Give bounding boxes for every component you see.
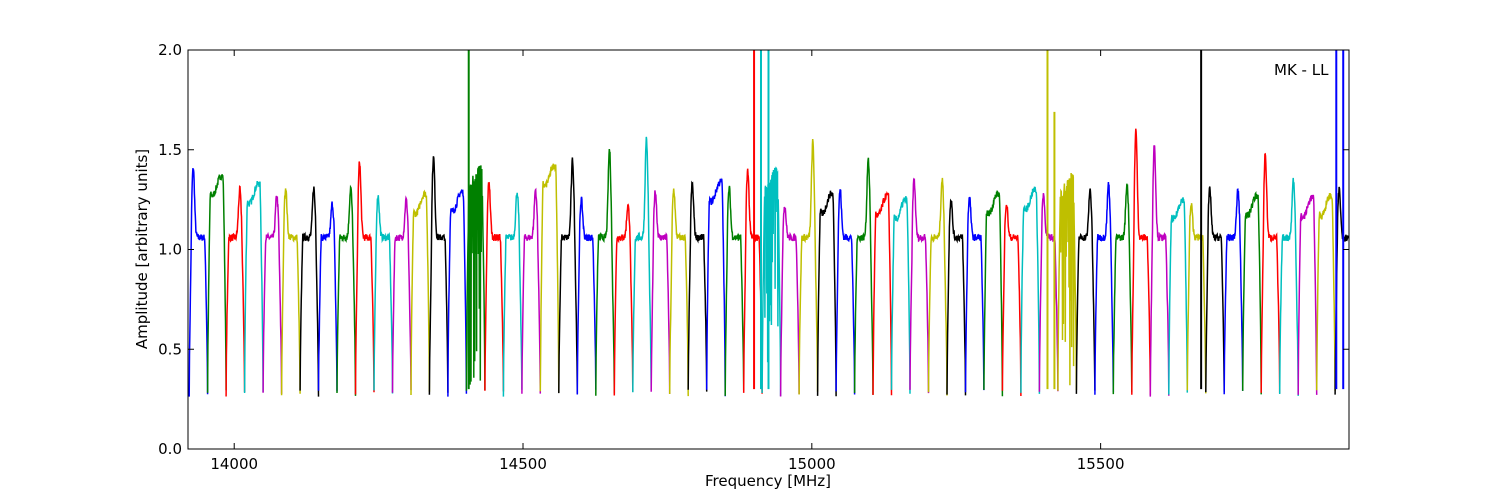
band-line-7 xyxy=(299,186,320,397)
y-tick-label-4: 2.0 xyxy=(158,41,182,59)
x-tick-label-15000: 15000 xyxy=(788,455,836,473)
band-line-51 xyxy=(1112,183,1133,395)
band-line-48 xyxy=(1057,172,1078,391)
band-line-59 xyxy=(1260,152,1281,394)
band-line-61 xyxy=(1297,194,1318,395)
y-tick-label-1: 0.5 xyxy=(158,340,182,358)
x-tick-label-15500: 15500 xyxy=(1077,455,1125,473)
chart-annotation: MK - LL xyxy=(1274,61,1329,79)
band-line-10 xyxy=(354,161,375,395)
band-line-21 xyxy=(558,157,579,394)
band-line-2 xyxy=(206,174,227,393)
band-line-41 xyxy=(927,177,948,396)
band-line-6 xyxy=(280,188,301,396)
band-line-45 xyxy=(1001,204,1022,397)
band-line-55 xyxy=(1186,203,1207,394)
band-line-26 xyxy=(650,190,671,395)
y-tick-label-0: 0.0 xyxy=(158,440,182,458)
band-line-32 xyxy=(761,166,782,397)
band-line-14 xyxy=(428,156,449,395)
band-line-23 xyxy=(595,149,616,396)
band-line-11 xyxy=(373,195,394,394)
band-line-29 xyxy=(705,177,726,397)
band-line-25 xyxy=(632,136,652,393)
band-line-36 xyxy=(835,189,856,395)
band-line-3 xyxy=(225,185,246,397)
x-tick-label-14000: 14000 xyxy=(210,455,258,473)
x-axis-ticks: 14000 14500 15000 15500 xyxy=(210,50,1124,473)
x-axis-label: Frequency [MHz] xyxy=(705,472,831,490)
band-line-53 xyxy=(1149,145,1170,397)
y-axis-label: Amplitude [arbitrary units] xyxy=(133,149,151,349)
band-line-4 xyxy=(243,181,264,394)
band-line-50 xyxy=(1094,181,1115,395)
band-line-43 xyxy=(964,196,985,393)
band-line-30 xyxy=(724,185,745,396)
band-line-35 xyxy=(816,190,837,397)
band-line-63 xyxy=(1334,186,1349,395)
band-line-37 xyxy=(853,157,874,395)
series-layer xyxy=(188,128,1349,397)
band-line-18 xyxy=(502,192,523,397)
band-line-56 xyxy=(1205,186,1225,393)
band-line-13 xyxy=(410,189,431,396)
band-line-62 xyxy=(1315,193,1336,391)
band-line-33 xyxy=(779,206,800,397)
band-line-31 xyxy=(742,168,763,394)
band-line-24 xyxy=(613,203,634,396)
band-line-54 xyxy=(1168,196,1189,395)
band-line-22 xyxy=(576,196,597,395)
band-line-8 xyxy=(317,201,338,392)
band-line-39 xyxy=(890,196,911,394)
band-line-40 xyxy=(909,177,930,394)
band-line-1 xyxy=(188,168,209,397)
band-line-34 xyxy=(798,139,819,395)
spike-layer xyxy=(467,50,1345,390)
y-tick-label-2: 1.0 xyxy=(158,241,182,259)
band-line-28 xyxy=(687,180,708,392)
band-line-20 xyxy=(539,163,560,393)
band-line-27 xyxy=(668,188,689,397)
band-line-52 xyxy=(1131,128,1152,396)
band-line-15 xyxy=(447,188,468,397)
y-axis-ticks: 0.0 0.5 1.0 1.5 2.0 xyxy=(158,41,1349,458)
band-line-58 xyxy=(1241,191,1262,395)
band-line-57 xyxy=(1223,188,1244,395)
band-line-60 xyxy=(1278,177,1299,396)
band-line-5 xyxy=(262,195,283,394)
band-line-9 xyxy=(336,184,357,396)
band-line-42 xyxy=(946,198,967,396)
band-line-17 xyxy=(484,181,505,392)
band-line-38 xyxy=(872,190,893,396)
x-tick-label-14500: 14500 xyxy=(499,455,547,473)
band-line-46 xyxy=(1020,186,1041,394)
band-line-19 xyxy=(521,187,542,394)
band-line-49 xyxy=(1075,188,1096,394)
band-line-44 xyxy=(983,190,1004,397)
band-line-12 xyxy=(391,195,412,393)
y-tick-label-3: 1.5 xyxy=(158,141,182,159)
